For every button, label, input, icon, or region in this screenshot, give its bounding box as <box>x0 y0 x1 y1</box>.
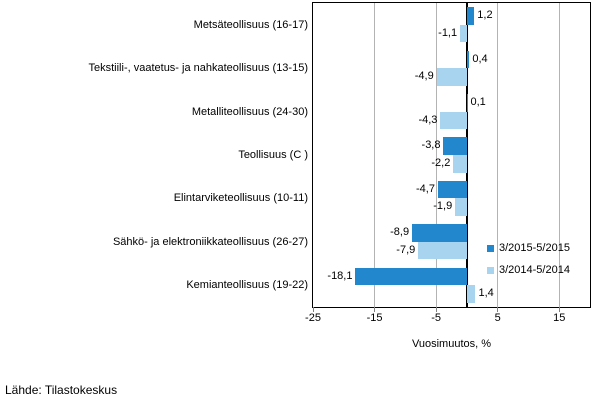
bar <box>412 224 467 242</box>
value-label: -8,9 <box>390 226 410 239</box>
legend-item: 3/2015-5/2015 <box>487 242 570 255</box>
x-tick-label: 15 <box>553 312 566 324</box>
value-label: -1,1 <box>438 26 458 39</box>
value-label: -4,9 <box>414 70 434 83</box>
legend-label: 3/2015-5/2015 <box>499 242 570 254</box>
value-label: -4,3 <box>418 113 438 126</box>
value-label: 1,2 <box>477 9 493 22</box>
bar <box>436 68 467 86</box>
plot-area: 1,2 0,4 0,1 -3,8 -4,7 -8,9 -18,1 -1,1 -4,9 -4,3 -2… <box>312 2 591 312</box>
category-label: Metsäteollisuus (16-17) <box>193 18 308 31</box>
value-label: -3,8 <box>421 139 441 152</box>
x-tick-label: -25 <box>305 312 321 324</box>
bar <box>437 180 467 199</box>
value-label: 1,4 <box>478 287 494 300</box>
x-axis-title: Vuosimuutos, % <box>411 338 492 350</box>
value-label: 0,4 <box>472 52 488 65</box>
gridline <box>435 3 437 307</box>
x-tick-label: -15 <box>366 312 383 324</box>
source-note: Lähde: Tilastokeskus <box>5 383 118 397</box>
value-label: -4,7 <box>416 182 435 195</box>
bar <box>460 24 467 43</box>
value-label: -18,1 <box>327 269 353 282</box>
x-axis-tick-mark <box>312 307 314 312</box>
bar <box>418 241 467 260</box>
value-label: 0,1 <box>470 95 486 108</box>
category-label: Elintarviketeollisuus (10-11) <box>173 192 308 205</box>
value-label: -7,9 <box>396 243 416 256</box>
legend-item: 3/2014-5/2014 <box>487 264 570 277</box>
bar <box>466 50 470 69</box>
zero-axis-line <box>465 3 468 307</box>
bar <box>466 285 476 303</box>
bar <box>455 198 467 217</box>
value-label: -1,9 <box>433 200 453 213</box>
category-label: Kemianteollisuus (19-22) <box>186 279 308 292</box>
legend-label: 3/2014-5/2014 <box>499 264 570 276</box>
x-tick-label: -5 <box>431 312 441 324</box>
legend: 3/2015-5/2015 3/2014-5/2014 <box>487 242 570 286</box>
bar <box>453 155 467 173</box>
bar <box>466 7 475 25</box>
category-label: Sähkö- ja elektroniikkateollisuus (26-27… <box>112 235 308 248</box>
legend-swatch-icon <box>487 267 494 274</box>
category-label: Metalliteollisuus (24-30) <box>191 105 308 118</box>
bar <box>440 111 467 130</box>
gridline <box>497 3 499 307</box>
x-axis-tick-mark <box>374 307 376 312</box>
x-axis-tick-mark <box>497 307 499 312</box>
legend-swatch-icon <box>487 245 494 252</box>
x-tick-label: 5 <box>494 312 501 324</box>
x-axis-tick-mark <box>435 307 437 312</box>
bar <box>466 93 468 112</box>
x-axis-tick-mark <box>558 307 560 312</box>
value-label: -2,2 <box>431 157 451 169</box>
gridline <box>558 3 560 307</box>
category-label: Tekstiili-, vaatetus- ja nahkateollisuus… <box>88 62 309 75</box>
bar <box>355 267 467 286</box>
bar <box>443 137 467 155</box>
gridline <box>374 3 376 307</box>
category-label: Teollisuus (C ) <box>238 149 308 161</box>
